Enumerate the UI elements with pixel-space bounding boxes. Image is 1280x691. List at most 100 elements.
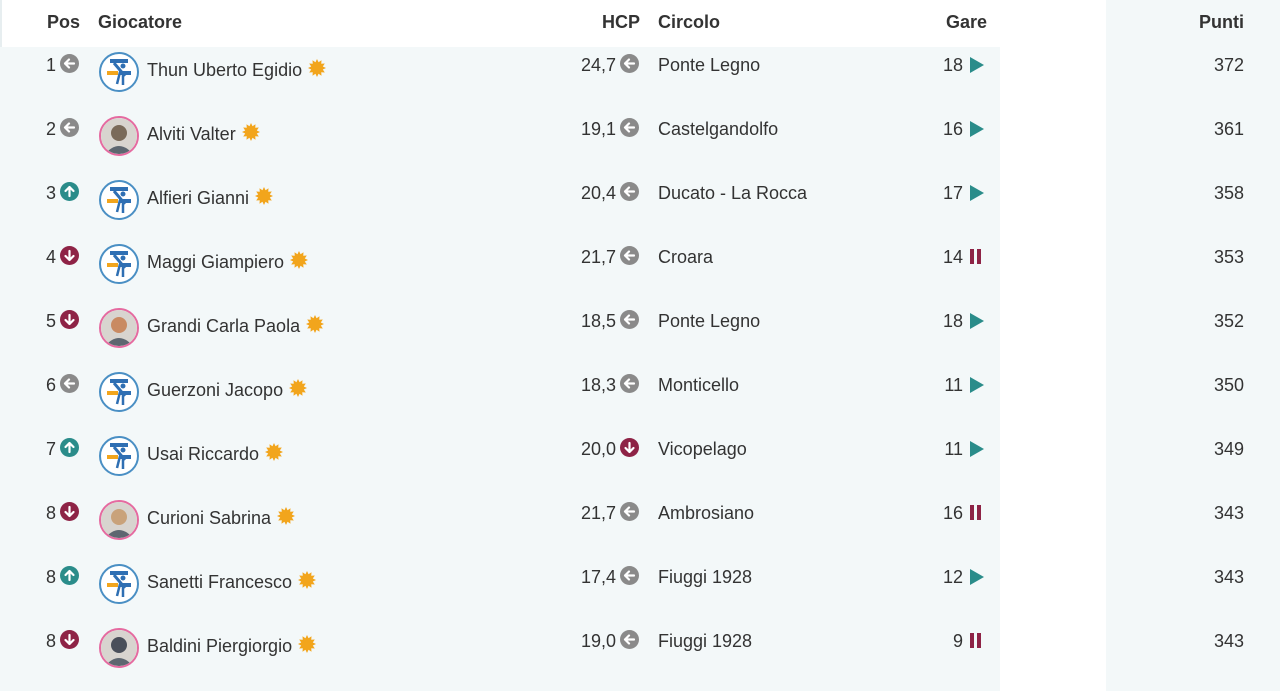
play-icon[interactable]	[969, 56, 985, 74]
player-name[interactable]: Alviti Valter	[147, 123, 260, 145]
club-name: Ducato - La Rocca	[658, 183, 808, 203]
position-number: 7	[45, 439, 56, 459]
position-number: 1	[45, 55, 56, 75]
points-value: 343	[1213, 503, 1244, 523]
games-status[interactable]	[969, 440, 985, 463]
player-name[interactable]: Baldini Piergiorgio	[147, 635, 317, 657]
position-number: 5	[45, 311, 56, 331]
player-name-text[interactable]: Guerzoni Jacopo	[147, 380, 284, 400]
hcp-trend	[620, 502, 639, 526]
games-status[interactable]	[969, 632, 983, 655]
avatar[interactable]	[99, 308, 139, 348]
badge-star-icon	[290, 251, 309, 270]
games-status[interactable]	[969, 120, 985, 143]
club-name: Croara	[658, 247, 714, 267]
player-name-text[interactable]: Alfieri Gianni	[147, 188, 250, 208]
badge-star-icon	[289, 379, 308, 398]
avatar[interactable]	[99, 500, 139, 540]
avatar[interactable]	[99, 564, 139, 604]
player-name[interactable]: Guerzoni Jacopo	[147, 379, 308, 401]
table-row[interactable]: 3 Alfieri Gianni 20,4 Ducato - La Rocca 17 35…	[0, 168, 1280, 232]
player-name-text[interactable]: Sanetti Francesco	[147, 572, 293, 592]
player-name[interactable]: Maggi Giampiero	[147, 251, 309, 273]
badge-star-icon	[255, 187, 274, 206]
games-count: 12	[942, 567, 963, 587]
player-name[interactable]: Grandi Carla Paola	[147, 315, 325, 337]
player-name[interactable]: Sanetti Francesco	[147, 571, 317, 593]
club-name: Fiuggi 1928	[658, 631, 753, 651]
play-icon[interactable]	[969, 120, 985, 138]
user-photo-icon	[101, 502, 137, 538]
club-name: Vicopelago	[658, 439, 747, 459]
games-count: 14	[942, 247, 963, 267]
position-number: 8	[45, 503, 56, 523]
player-name-text[interactable]: Thun Uberto Egidio	[147, 60, 303, 80]
play-icon[interactable]	[969, 568, 985, 586]
player-name-text[interactable]: Baldini Piergiorgio	[147, 636, 293, 656]
table-row[interactable]: 6 Guerzoni Jacopo 18,3 Monticello 11 350	[0, 360, 1280, 424]
table-row[interactable]: 4 Maggi Giampiero 21,7 Croara 14 353	[0, 232, 1280, 296]
games-status[interactable]	[969, 248, 983, 271]
header-giocatore[interactable]: Giocatore	[98, 12, 183, 32]
header-circolo[interactable]: Circolo	[658, 12, 721, 32]
trend-up-icon	[60, 566, 79, 585]
points-value: 343	[1213, 567, 1244, 587]
position-number: 6	[45, 375, 56, 395]
games-status[interactable]	[969, 568, 985, 591]
avatar[interactable]	[99, 52, 139, 92]
hcp-value: 21,7	[580, 503, 616, 523]
hcp-trend	[620, 118, 639, 142]
play-icon[interactable]	[969, 184, 985, 202]
player-name[interactable]: Thun Uberto Egidio	[147, 59, 327, 81]
player-name-text[interactable]: Usai Riccardo	[147, 444, 260, 464]
points-value: 350	[1213, 375, 1244, 395]
play-icon[interactable]	[969, 312, 985, 330]
header-gare[interactable]: Gare	[945, 12, 987, 32]
club-name: Monticello	[658, 375, 740, 395]
player-name-text[interactable]: Grandi Carla Paola	[147, 316, 301, 336]
pause-icon[interactable]	[969, 248, 983, 266]
games-status[interactable]	[969, 312, 985, 335]
table-row[interactable]: 2 Alviti Valter 19,1 Castelgandolfo 16 361	[0, 104, 1280, 168]
player-name-text[interactable]: Alviti Valter	[147, 124, 236, 144]
avatar[interactable]	[99, 180, 139, 220]
hcp-trend	[620, 438, 639, 462]
hcp-value: 21,7	[580, 247, 616, 267]
play-icon[interactable]	[969, 440, 985, 458]
pause-icon[interactable]	[969, 632, 983, 650]
player-name[interactable]: Alfieri Gianni	[147, 187, 274, 209]
games-count: 18	[942, 311, 963, 331]
table-row[interactable]: 8 Baldini Piergiorgio 19,0 Fiuggi 1928 9 343	[0, 616, 1280, 680]
golf-logo-icon	[107, 571, 131, 597]
player-name-text[interactable]: Maggi Giampiero	[147, 252, 285, 272]
avatar[interactable]	[99, 244, 139, 284]
player-name-text[interactable]: Curioni Sabrina	[147, 508, 272, 528]
table-row[interactable]: 5 Grandi Carla Paola 18,5 Ponte Legno 18 352	[0, 296, 1280, 360]
avatar[interactable]	[99, 628, 139, 668]
table-row[interactable]: 8 Curioni Sabrina 21,7 Ambrosiano 16 343	[0, 488, 1280, 552]
player-name[interactable]: Usai Riccardo	[147, 443, 284, 465]
avatar[interactable]	[99, 372, 139, 412]
trend-up-icon	[60, 182, 79, 201]
play-icon[interactable]	[969, 376, 985, 394]
games-status[interactable]	[969, 184, 985, 207]
table-row[interactable]: 8 Sanetti Francesco 17,4 Fiuggi 1928 12 343	[0, 552, 1280, 616]
header-punti[interactable]: Punti	[1199, 12, 1244, 32]
points-value: 353	[1213, 247, 1244, 267]
avatar[interactable]	[99, 116, 139, 156]
pause-icon[interactable]	[969, 504, 983, 522]
header-pos[interactable]: Pos	[46, 12, 80, 32]
games-status[interactable]	[969, 56, 985, 79]
header-hcp[interactable]: HCP	[601, 12, 640, 32]
player-name[interactable]: Curioni Sabrina	[147, 507, 296, 529]
position-number: 8	[45, 567, 56, 587]
position-number: 2	[45, 119, 56, 139]
hcp-trend	[620, 310, 639, 334]
games-status[interactable]	[969, 376, 985, 399]
avatar[interactable]	[99, 436, 139, 476]
position-trend	[60, 438, 79, 462]
table-row[interactable]: 7 Usai Riccardo 20,0 Vicopelago 11 349	[0, 424, 1280, 488]
hcp-trend	[620, 182, 639, 206]
table-row[interactable]: 1 Thun Uberto Egidio 24,7 Ponte Legno 18 372	[0, 40, 1280, 104]
games-status[interactable]	[969, 504, 983, 527]
